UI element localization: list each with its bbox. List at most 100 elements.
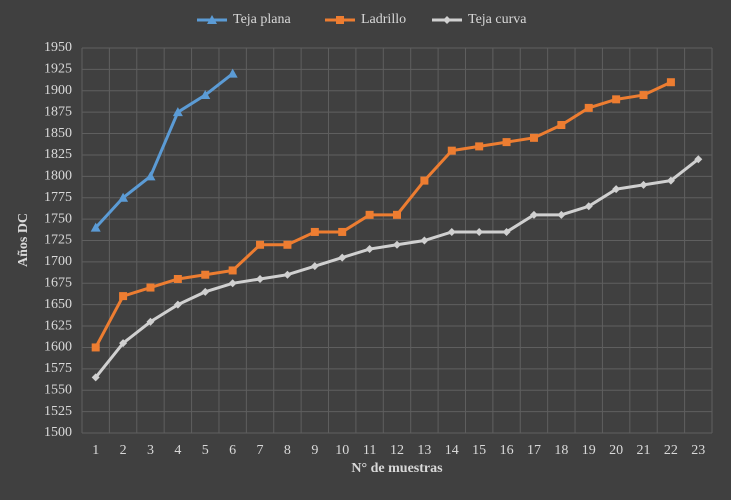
- marker: [146, 283, 155, 292]
- x-tick-label: 2: [120, 443, 127, 458]
- marker: [365, 245, 374, 254]
- x-tick-label: 15: [472, 443, 486, 458]
- marker: [200, 90, 211, 100]
- x-tick-label: 10: [335, 443, 349, 458]
- legend-label: Teja curva: [468, 12, 527, 27]
- marker: [584, 103, 593, 112]
- marker: [420, 176, 429, 185]
- marker: [584, 202, 593, 211]
- marker: [420, 236, 429, 245]
- y-tick-label: 1675: [44, 275, 72, 290]
- marker: [173, 300, 182, 309]
- marker: [90, 222, 101, 232]
- marker: [310, 262, 319, 271]
- x-tick-label: 1: [92, 443, 99, 458]
- x-tick-label: 14: [445, 443, 459, 458]
- y-tick-label: 1875: [44, 104, 72, 119]
- y-tick-label: 1800: [44, 169, 72, 184]
- marker: [173, 275, 182, 283]
- x-tick-label: 16: [500, 443, 514, 458]
- marker: [228, 266, 237, 275]
- series-line: [94, 80, 672, 349]
- y-tick-label: 1575: [44, 361, 72, 376]
- y-tick-label: 1550: [44, 382, 72, 397]
- marker: [393, 210, 401, 219]
- x-tick-label: 23: [691, 443, 705, 458]
- y-tick-label: 1625: [44, 318, 72, 333]
- marker: [283, 240, 292, 249]
- marker: [201, 270, 210, 279]
- x-tick-label: 19: [582, 443, 596, 458]
- marker: [666, 176, 675, 185]
- marker: [557, 121, 566, 129]
- x-tick-label: 22: [664, 443, 678, 458]
- x-tick-label: 11: [363, 443, 376, 458]
- marker: [338, 227, 347, 236]
- marker: [393, 240, 401, 249]
- marker: [227, 68, 238, 78]
- x-tick-label: 12: [390, 443, 404, 458]
- x-tick-label: 9: [311, 443, 318, 458]
- y-tick-label: 1950: [44, 40, 72, 55]
- marker: [256, 240, 265, 249]
- marker: [694, 155, 703, 164]
- marker: [283, 270, 292, 279]
- marker: [639, 180, 648, 189]
- x-tick-label: 17: [527, 443, 541, 458]
- marker: [201, 287, 210, 296]
- y-tick-label: 1850: [44, 126, 72, 141]
- marker: [207, 15, 217, 24]
- marker: [443, 16, 451, 24]
- marker: [336, 16, 344, 24]
- marker: [502, 138, 511, 147]
- x-tick-label: 5: [202, 443, 209, 458]
- marker: [91, 343, 100, 352]
- marker: [119, 292, 128, 301]
- marker: [557, 210, 566, 219]
- marker: [447, 146, 456, 155]
- marker: [475, 227, 484, 236]
- marker: [447, 227, 456, 236]
- x-tick-label: 20: [609, 443, 623, 458]
- marker: [118, 192, 129, 202]
- y-tick-label: 1600: [44, 340, 72, 355]
- y-tick-label: 1925: [44, 62, 72, 77]
- legend-label: Ladrillo: [361, 12, 406, 27]
- x-tick-label: 4: [174, 443, 181, 458]
- marker: [338, 253, 347, 262]
- x-tick-label: 8: [284, 443, 291, 458]
- marker: [612, 185, 621, 194]
- y-tick-label: 1650: [44, 297, 72, 312]
- marker: [475, 142, 484, 151]
- marker: [91, 373, 100, 382]
- marker: [172, 107, 183, 117]
- marker: [612, 95, 621, 104]
- marker: [256, 275, 265, 283]
- marker: [310, 227, 319, 236]
- y-tick-label: 1700: [44, 254, 72, 269]
- series-line: [94, 72, 234, 229]
- marker: [145, 171, 156, 181]
- x-tick-label: 18: [554, 443, 568, 458]
- x-tick-label: 7: [257, 443, 264, 458]
- marker: [502, 227, 511, 236]
- x-tick-label: 6: [229, 443, 236, 458]
- y-tick-label: 1775: [44, 190, 72, 205]
- marker: [639, 91, 648, 100]
- y-axis-label: Años DC: [16, 213, 31, 267]
- marker: [529, 210, 538, 219]
- y-tick-label: 1750: [44, 211, 72, 226]
- legend-label: Teja plana: [233, 12, 291, 27]
- y-tick-label: 1500: [44, 425, 72, 440]
- y-tick-label: 1900: [44, 83, 72, 98]
- y-tick-label: 1825: [44, 147, 72, 162]
- marker: [666, 78, 675, 87]
- marker: [228, 279, 237, 288]
- marker: [529, 133, 538, 142]
- x-tick-label: 21: [637, 443, 651, 458]
- marker: [365, 210, 374, 219]
- y-tick-label: 1525: [44, 404, 72, 419]
- series-line: [94, 158, 700, 379]
- x-tick-label: 13: [417, 443, 431, 458]
